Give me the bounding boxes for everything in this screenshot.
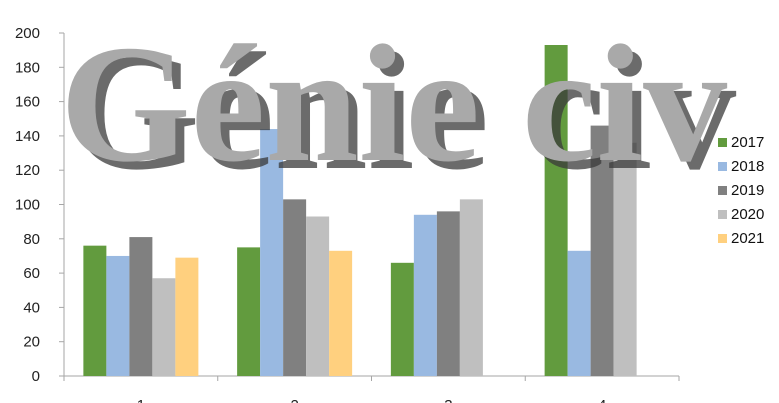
y-tick-label: 120 <box>15 162 40 179</box>
bars <box>83 45 637 376</box>
legend-label-2021: 2021 <box>731 230 764 247</box>
axes: 0 20 40 60 80 100 120 140 160 180 200 1 2 3 4 <box>15 25 680 403</box>
bar-2021-2 <box>329 250 353 376</box>
y-tick-label: 0 <box>32 368 40 385</box>
y-tick-label: 60 <box>23 265 40 282</box>
y-tick-label: 180 <box>15 59 40 76</box>
watermark-text: Génie civ <box>60 11 727 197</box>
bar-2020-1 <box>152 278 176 376</box>
y-tick-label: 80 <box>23 231 40 248</box>
y-tick-label: 20 <box>23 334 40 351</box>
legend-label-2018: 2018 <box>731 158 764 175</box>
bar-2017-1 <box>83 245 107 376</box>
legend-swatch-2019 <box>718 186 727 195</box>
legend-label-2019: 2019 <box>731 182 764 199</box>
x-category-label: 3 <box>444 397 452 403</box>
legend-swatch-2018 <box>718 162 727 171</box>
watermark-shadow: Génie civ <box>69 19 736 205</box>
bar-2021-1 <box>175 257 199 376</box>
y-tick-label: 100 <box>15 197 40 214</box>
bar-2019-3 <box>436 211 460 376</box>
y-axis-ticks: 0 20 40 60 80 100 120 140 160 180 200 <box>15 25 64 385</box>
bar-2019-4 <box>590 125 614 376</box>
bar-2018-3 <box>413 214 437 376</box>
y-tick-label: 160 <box>15 94 40 111</box>
bar-2018-2 <box>260 129 284 376</box>
bar-2017-3 <box>390 262 414 376</box>
bar-2020-2 <box>306 216 330 376</box>
bar-2020-3 <box>459 199 483 376</box>
x-category-label: 4 <box>598 397 606 403</box>
bar-2018-4 <box>567 250 591 376</box>
bar-2019-2 <box>283 199 307 376</box>
watermark: Génie civ Génie civ <box>60 11 736 205</box>
bar-2020-4 <box>613 142 637 376</box>
bar-2017-2 <box>237 247 261 376</box>
y-tick-label: 140 <box>15 128 40 145</box>
y-tick-label: 40 <box>23 299 40 316</box>
x-category-label: 2 <box>290 397 298 403</box>
legend: 2017 2018 2019 2020 2021 <box>718 134 764 247</box>
bar-2017-4 <box>544 45 568 376</box>
x-axis-ticks: 1 2 3 4 <box>63 376 680 403</box>
bar-2018-1 <box>106 255 130 376</box>
bar-2019-1 <box>129 237 153 376</box>
y-tick-label: 200 <box>15 25 40 42</box>
x-category-label: 1 <box>137 397 145 403</box>
legend-swatch-2020 <box>718 210 727 219</box>
legend-swatch-2017 <box>718 138 727 147</box>
legend-label-2017: 2017 <box>731 134 764 151</box>
legend-swatch-2021 <box>718 234 727 243</box>
legend-label-2020: 2020 <box>731 206 764 223</box>
